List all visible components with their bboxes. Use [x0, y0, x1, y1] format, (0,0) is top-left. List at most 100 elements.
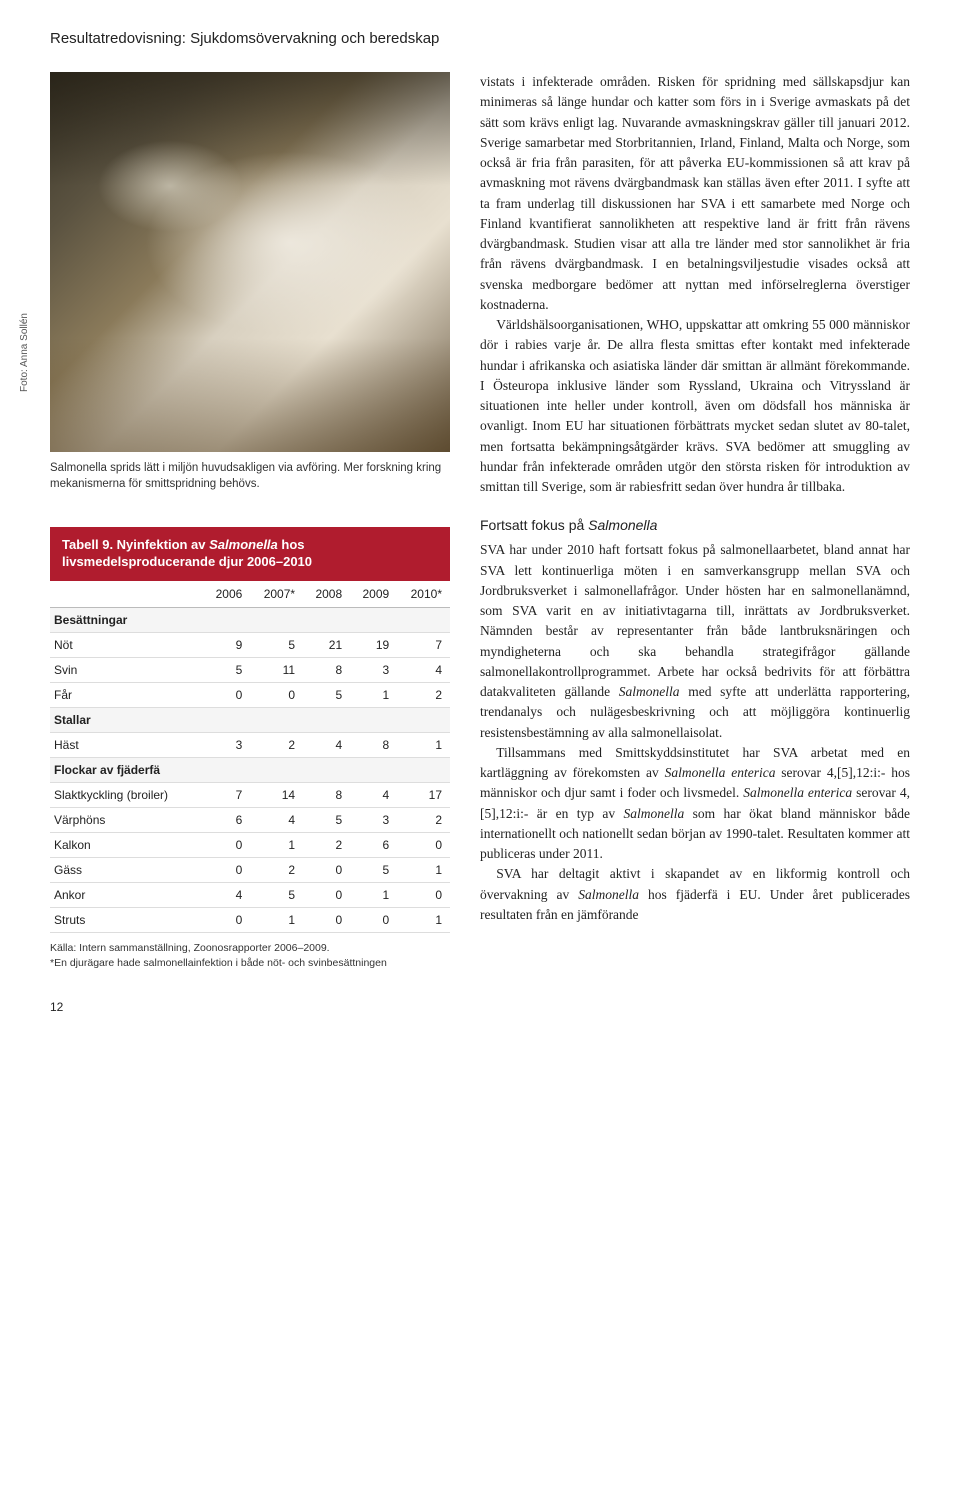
table-row-label: Nöt — [50, 632, 203, 657]
table-cell: 0 — [203, 907, 250, 932]
table-title-prefix: Tabell 9. Nyinfektion av — [62, 537, 209, 552]
table-cell: 8 — [303, 782, 350, 807]
table-col-header: 2006 — [203, 581, 250, 608]
table-col-header: 2007* — [250, 581, 303, 608]
table-header-row: 20062007*200820092010* — [50, 581, 450, 608]
table-section-label: Stallar — [50, 707, 450, 732]
table-title: Tabell 9. Nyinfektion av Salmonella hos … — [50, 527, 450, 581]
table-cell: 0 — [397, 832, 450, 857]
table-cell: 3 — [203, 732, 250, 757]
table-cell: 3 — [350, 657, 397, 682]
table-cell: 1 — [397, 907, 450, 932]
table-cell: 6 — [350, 832, 397, 857]
table-cell: 0 — [303, 907, 350, 932]
table-col-header: 2008 — [303, 581, 350, 608]
photo-credit: Foto: Anna Sollén — [19, 313, 30, 392]
table-cell: 4 — [397, 657, 450, 682]
table-cell: 1 — [250, 832, 303, 857]
section-header: Resultatredovisning: Sjukdomsövervakning… — [50, 30, 910, 47]
right-column: vistats i infekterade områden. Risken fö… — [480, 72, 910, 970]
table-cell: 5 — [303, 682, 350, 707]
body-p1: vistats i infekterade områden. Risken fö… — [480, 72, 910, 315]
table-cell: 8 — [303, 657, 350, 682]
table-row: Nöt9521197 — [50, 632, 450, 657]
table-row: Får00512 — [50, 682, 450, 707]
table-cell: 2 — [250, 857, 303, 882]
body-p4: Tillsammans med Smittskyddsinstitutet ha… — [480, 743, 910, 865]
table-row-label: Kalkon — [50, 832, 203, 857]
body-p3: SVA har under 2010 haft fortsatt fokus p… — [480, 540, 910, 743]
table-row: Slaktkyckling (broiler)7148417 — [50, 782, 450, 807]
table-section-row: Stallar — [50, 707, 450, 732]
table-cell: 1 — [397, 732, 450, 757]
table-block: Tabell 9. Nyinfektion av Salmonella hos … — [50, 527, 450, 970]
subhead-prefix: Fortsatt fokus på — [480, 517, 588, 533]
table-cell: 4 — [203, 882, 250, 907]
table-row-label: Får — [50, 682, 203, 707]
table-row: Värphöns64532 — [50, 807, 450, 832]
table-cell: 11 — [250, 657, 303, 682]
table-row: Svin511834 — [50, 657, 450, 682]
section-title: Resultatredovisning: Sjukdomsövervakning… — [50, 30, 439, 47]
table-cell: 0 — [303, 857, 350, 882]
salmonella-table: 20062007*200820092010* BesättningarNöt95… — [50, 581, 450, 933]
table-row: Häst32481 — [50, 732, 450, 757]
table-cell: 1 — [250, 907, 303, 932]
table-row-label: Värphöns — [50, 807, 203, 832]
table-cell: 0 — [303, 882, 350, 907]
table-row-label: Häst — [50, 732, 203, 757]
table-cell: 0 — [203, 832, 250, 857]
body-p2: Världshälsoorganisationen, WHO, uppskatt… — [480, 315, 910, 497]
table-row: Gäss02051 — [50, 857, 450, 882]
table-col-header — [50, 581, 203, 608]
table-row-label: Ankor — [50, 882, 203, 907]
table-row-label: Gäss — [50, 857, 203, 882]
table-section-row: Besättningar — [50, 607, 450, 632]
table-cell: 0 — [350, 907, 397, 932]
table-cell: 1 — [350, 682, 397, 707]
table-cell: 4 — [350, 782, 397, 807]
table-section-row: Flockar av fjäderfä — [50, 757, 450, 782]
table-cell: 5 — [250, 882, 303, 907]
table-cell: 7 — [203, 782, 250, 807]
table-cell: 4 — [250, 807, 303, 832]
table-cell: 1 — [350, 882, 397, 907]
table-cell: 5 — [350, 857, 397, 882]
table-cell: 19 — [350, 632, 397, 657]
table-row: Kalkon01260 — [50, 832, 450, 857]
photo-block: Foto: Anna Sollén Salmonella sprids lätt… — [50, 72, 450, 492]
table-cell: 14 — [250, 782, 303, 807]
table-cell: 9 — [203, 632, 250, 657]
subhead-italic: Salmonella — [588, 517, 657, 533]
table-cell: 2 — [397, 682, 450, 707]
table-row-label: Slaktkyckling (broiler) — [50, 782, 203, 807]
photo-placeholder — [50, 72, 450, 452]
table-cell: 0 — [250, 682, 303, 707]
table-col-header: 2009 — [350, 581, 397, 608]
table-cell: 4 — [303, 732, 350, 757]
table-row: Struts01001 — [50, 907, 450, 932]
table-cell: 7 — [397, 632, 450, 657]
main-content: Foto: Anna Sollén Salmonella sprids lätt… — [50, 72, 910, 970]
table-cell: 17 — [397, 782, 450, 807]
photo-caption: Salmonella sprids lätt i miljön huvudsak… — [50, 460, 450, 492]
table-section-label: Besättningar — [50, 607, 450, 632]
table-cell: 5 — [250, 632, 303, 657]
table-cell: 8 — [350, 732, 397, 757]
table-cell: 2 — [397, 807, 450, 832]
table-cell: 1 — [397, 857, 450, 882]
page-number: 12 — [50, 1000, 910, 1014]
table-cell: 21 — [303, 632, 350, 657]
table-cell: 5 — [203, 657, 250, 682]
table-section-label: Flockar av fjäderfä — [50, 757, 450, 782]
table-cell: 0 — [203, 682, 250, 707]
table-row-label: Svin — [50, 657, 203, 682]
body-p5: SVA har deltagit aktivt i skapandet av e… — [480, 864, 910, 925]
table-source: Källa: Intern sammanställning, Zoonosrap… — [50, 941, 450, 970]
table-title-italic: Salmonella — [209, 537, 278, 552]
table-cell: 6 — [203, 807, 250, 832]
table-cell: 2 — [303, 832, 350, 857]
table-col-header: 2010* — [397, 581, 450, 608]
table-cell: 3 — [350, 807, 397, 832]
table-row: Ankor45010 — [50, 882, 450, 907]
